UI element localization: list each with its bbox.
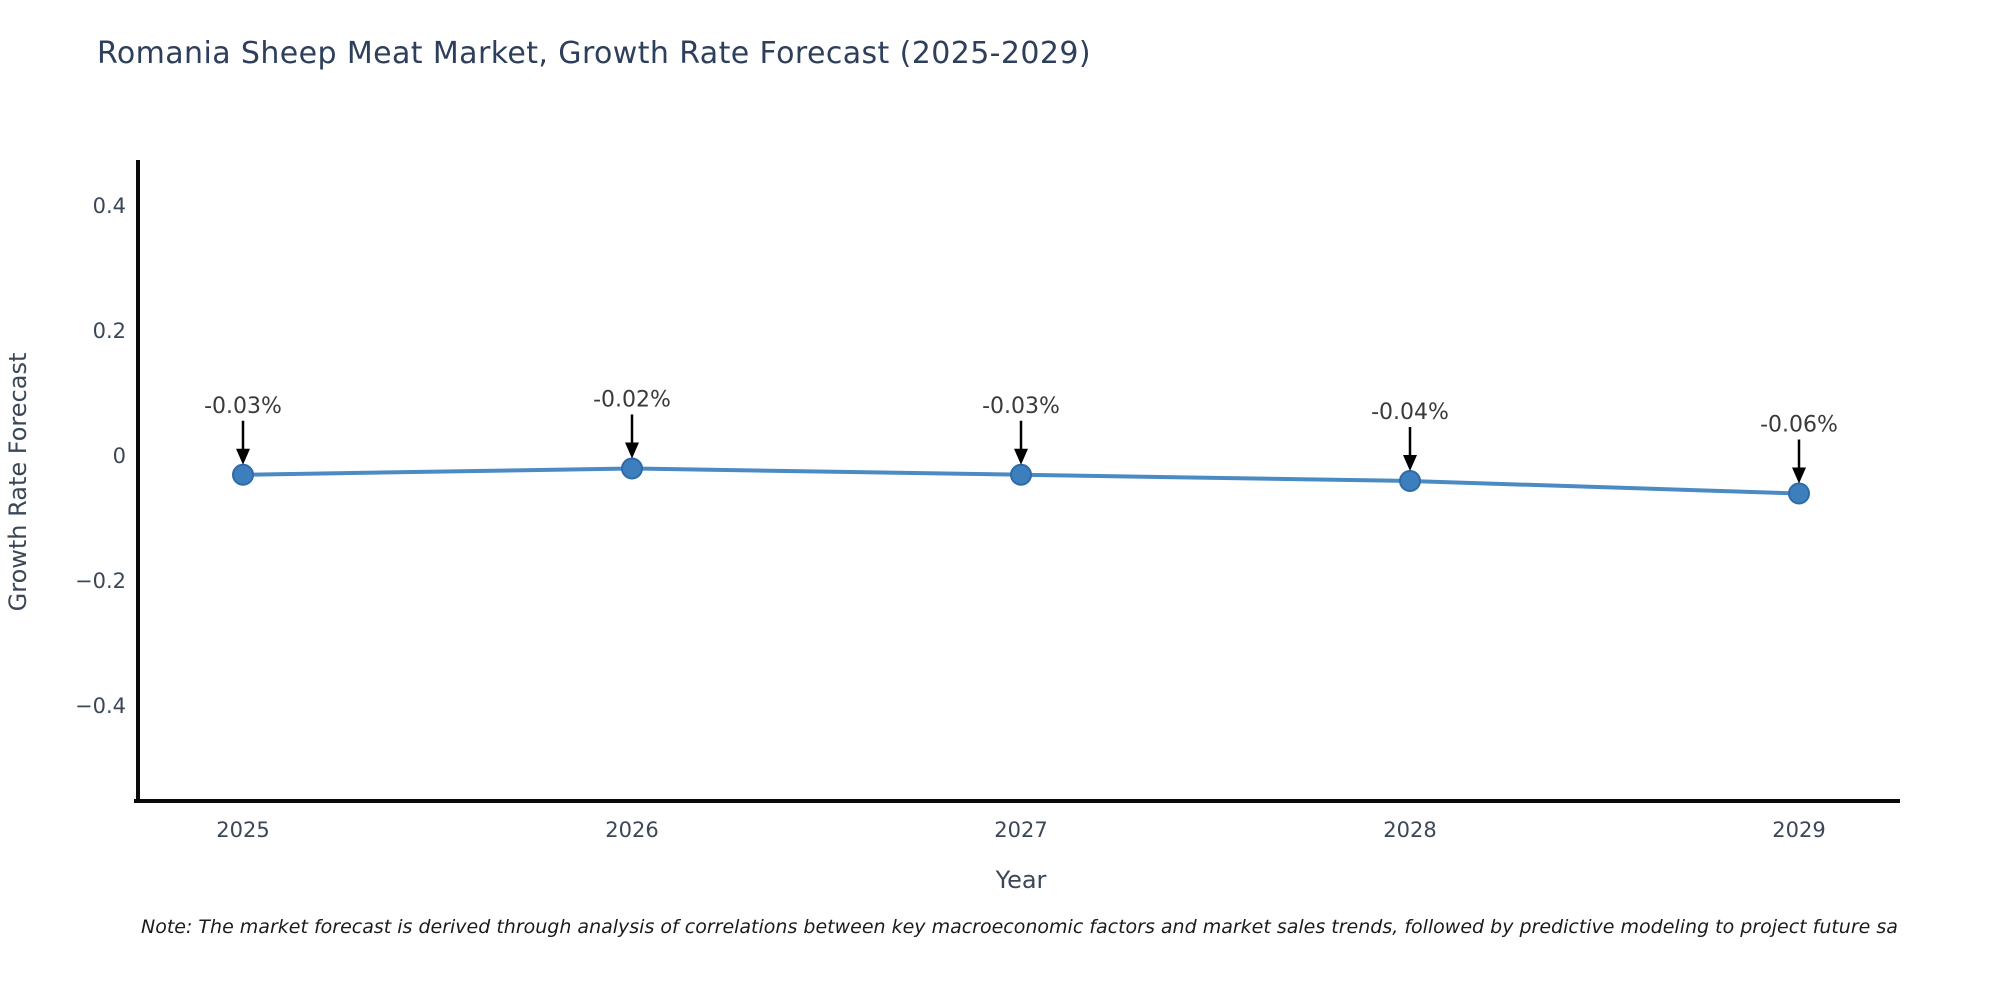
y-tick-label-4: −0.4 bbox=[75, 694, 126, 718]
annotation-arrowhead-2026 bbox=[625, 442, 639, 459]
footnote: Note: The market forecast is derived thr… bbox=[141, 916, 1898, 938]
point-annotation-2028: -0.04% bbox=[1371, 400, 1449, 425]
point-annotation-2027: -0.03% bbox=[982, 394, 1060, 419]
annotation-arrowhead-2029 bbox=[1792, 467, 1806, 484]
data-point-2028 bbox=[1399, 470, 1421, 492]
data-point-2029 bbox=[1788, 482, 1810, 505]
chart-title: Romania Sheep Meat Market, Growth Rate F… bbox=[97, 36, 1091, 71]
annotation-arrowhead-2027 bbox=[1014, 448, 1028, 465]
data-point-2025 bbox=[232, 463, 254, 486]
point-annotation-2026: -0.02% bbox=[593, 388, 671, 413]
x-tick-label-2027: 2027 bbox=[994, 818, 1047, 842]
annotation-arrowhead-2025 bbox=[236, 448, 250, 465]
y-tick-label-3: −0.2 bbox=[75, 569, 126, 593]
x-tick-label-2029: 2029 bbox=[1772, 818, 1825, 842]
x-axis-label: Year bbox=[995, 866, 1047, 894]
y-tick-label-2: 0 bbox=[113, 444, 126, 468]
x-tick-label-2026: 2026 bbox=[605, 818, 658, 842]
x-tick-label-2028: 2028 bbox=[1383, 818, 1436, 842]
annotation-arrowhead-2028 bbox=[1403, 455, 1417, 471]
y-tick-label-1: 0.2 bbox=[93, 319, 126, 343]
data-point-2027 bbox=[1010, 463, 1032, 486]
y-axis-label: Growth Rate Forecast bbox=[4, 352, 32, 612]
data-point-2026 bbox=[621, 457, 643, 480]
x-tick-label-2025: 2025 bbox=[216, 818, 269, 842]
point-annotation-2029: -0.06% bbox=[1760, 413, 1838, 438]
point-annotation-2025: -0.03% bbox=[204, 394, 282, 419]
y-tick-label-0: 0.4 bbox=[93, 194, 126, 218]
